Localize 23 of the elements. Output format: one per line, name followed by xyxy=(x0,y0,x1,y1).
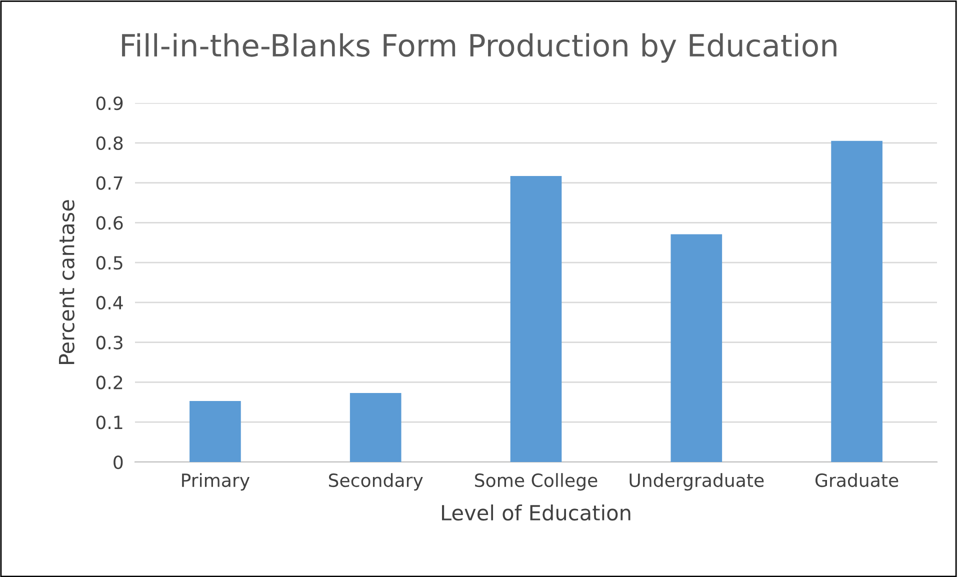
x-tick-label: Graduate xyxy=(815,473,898,488)
x-tick-label: Secondary xyxy=(328,473,423,491)
x-axis-title: Level of Education xyxy=(442,504,630,521)
y-tick-label: 0.6 xyxy=(96,216,123,230)
y-tick-label: 0.4 xyxy=(96,296,123,310)
bar xyxy=(190,400,241,462)
y-tick-label: 0.2 xyxy=(96,376,122,390)
y-tick-label: 0.9 xyxy=(96,96,123,110)
x-tick-label: Some College xyxy=(475,473,598,491)
y-tick-label: 0.7 xyxy=(96,176,122,190)
y-tick-label: 0.8 xyxy=(96,136,123,150)
bar xyxy=(510,176,562,462)
bar xyxy=(350,392,402,462)
chart-title: Fill-in-the-Blanks Form Production by Education xyxy=(122,33,836,63)
y-tick-label: 0.1 xyxy=(96,416,122,430)
bar xyxy=(831,140,882,462)
x-tick-label: Primary xyxy=(182,473,250,491)
x-tick-label: Undergraduate xyxy=(630,473,764,491)
y-tick-label: 0.5 xyxy=(96,256,122,270)
bar xyxy=(670,234,722,462)
y-axis-title: Percent cantase xyxy=(58,200,74,364)
y-tick-label: 0.3 xyxy=(96,336,122,350)
y-tick-label: 0 xyxy=(114,455,123,470)
